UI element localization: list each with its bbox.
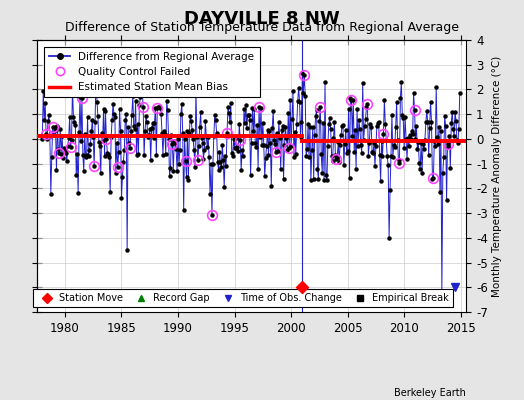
Legend: Station Move, Record Gap, Time of Obs. Change, Empirical Break: Station Move, Record Gap, Time of Obs. C… — [33, 289, 453, 307]
Y-axis label: Monthly Temperature Anomaly Difference (°C): Monthly Temperature Anomaly Difference (… — [492, 55, 502, 297]
Text: Difference of Station Temperature Data from Regional Average: Difference of Station Temperature Data f… — [65, 21, 459, 34]
Text: Berkeley Earth: Berkeley Earth — [395, 388, 466, 398]
Text: DAYVILLE 8 NW: DAYVILLE 8 NW — [184, 10, 340, 28]
